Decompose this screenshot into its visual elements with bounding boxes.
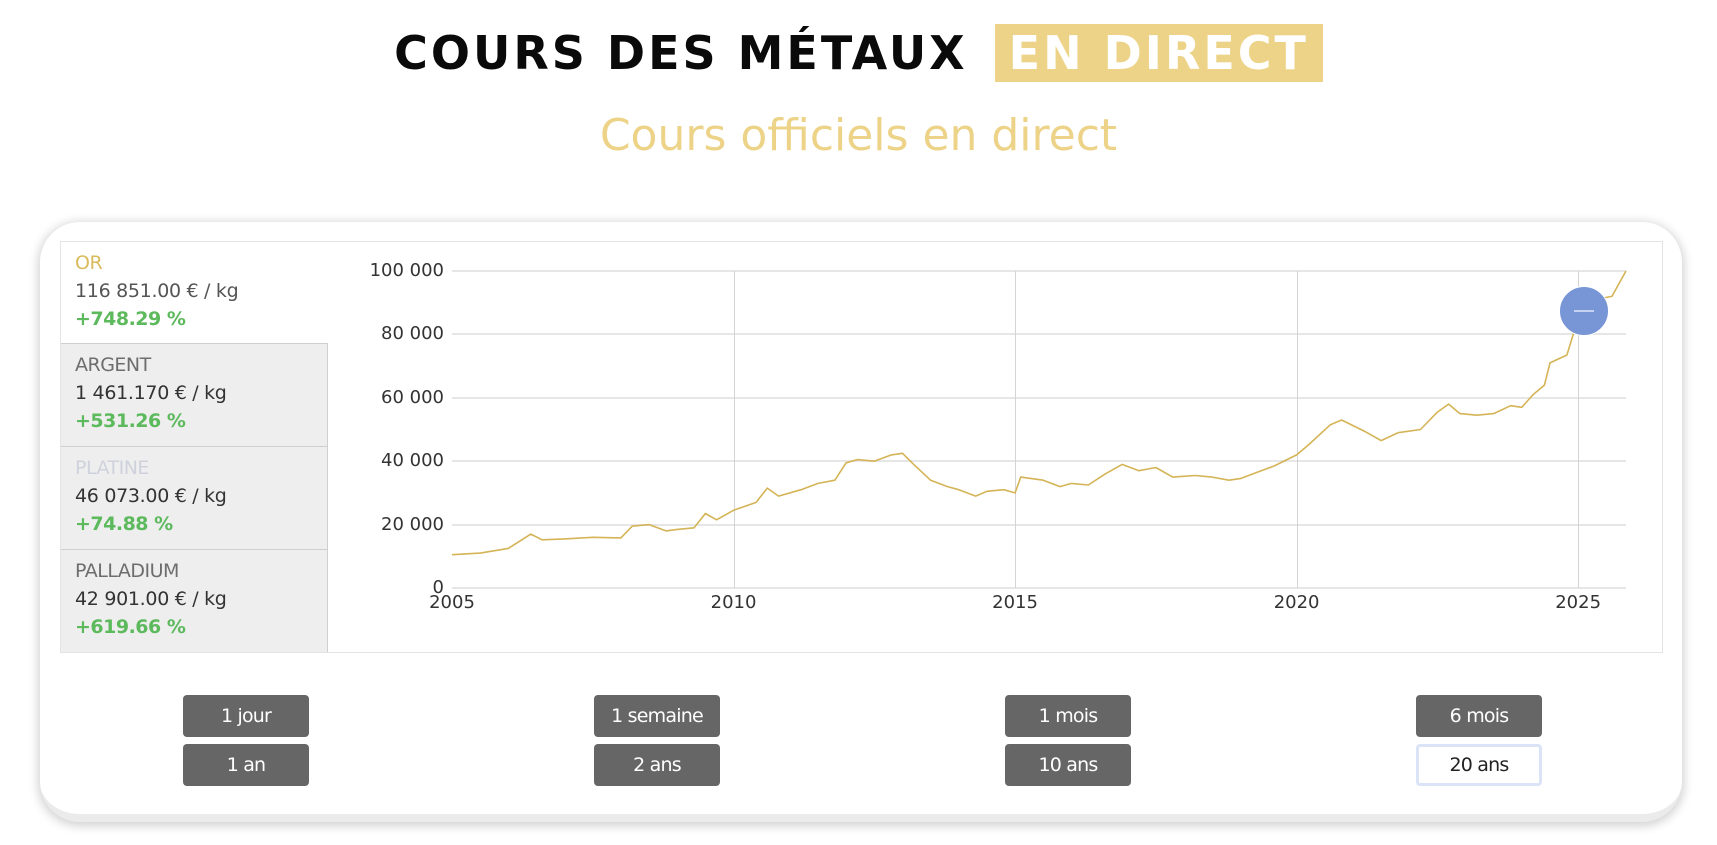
metal-change: +619.66 % bbox=[75, 616, 186, 638]
metal-list: OR 116 851.00 € / kg +748.29 % ARGENT 1 … bbox=[61, 242, 328, 652]
metal-name: PALLADIUM bbox=[75, 560, 179, 582]
period-button-1-mois[interactable]: 1 mois bbox=[1005, 695, 1131, 737]
title-highlight: EN DIRECT bbox=[994, 24, 1323, 82]
metal-change: +748.29 % bbox=[75, 308, 186, 330]
minus-icon[interactable] bbox=[1558, 285, 1609, 336]
metal-item-palladium[interactable]: PALLADIUM 42 901.00 € / kg +619.66 % bbox=[61, 550, 328, 652]
period-button-6-mois[interactable]: 6 mois bbox=[1416, 695, 1542, 737]
minus-dash bbox=[1573, 309, 1594, 312]
metal-change: +531.26 % bbox=[75, 410, 186, 432]
metal-name: PLATINE bbox=[75, 457, 149, 479]
metal-price: 116 851.00 € / kg bbox=[75, 280, 239, 302]
metal-item-platine[interactable]: PLATINE 46 073.00 € / kg +74.88 % bbox=[61, 447, 328, 550]
page-title: COURS DES MÉTAUX EN DIRECT bbox=[0, 24, 1717, 82]
period-button-1-an[interactable]: 1 an bbox=[183, 744, 309, 786]
period-button-20-ans[interactable]: 20 ans bbox=[1416, 744, 1542, 786]
metal-price: 1 461.170 € / kg bbox=[75, 382, 227, 404]
period-button-1-jour[interactable]: 1 jour bbox=[183, 695, 309, 737]
page-subtitle: Cours officiels en direct bbox=[599, 110, 1118, 161]
metal-name: OR bbox=[75, 252, 103, 274]
metal-price: 46 073.00 € / kg bbox=[75, 485, 227, 507]
title-main: COURS DES MÉTAUX bbox=[394, 26, 968, 80]
metal-change: +74.88 % bbox=[75, 513, 173, 535]
metal-price: 42 901.00 € / kg bbox=[75, 588, 227, 610]
period-button-10-ans[interactable]: 10 ans bbox=[1005, 744, 1131, 786]
metal-item-argent[interactable]: ARGENT 1 461.170 € / kg +531.26 % bbox=[61, 344, 328, 447]
period-button-1-semaine[interactable]: 1 semaine bbox=[594, 695, 720, 737]
metal-item-or[interactable]: OR 116 851.00 € / kg +748.29 % bbox=[61, 242, 328, 344]
period-button-2-ans[interactable]: 2 ans bbox=[594, 744, 720, 786]
metal-name: ARGENT bbox=[75, 354, 151, 376]
